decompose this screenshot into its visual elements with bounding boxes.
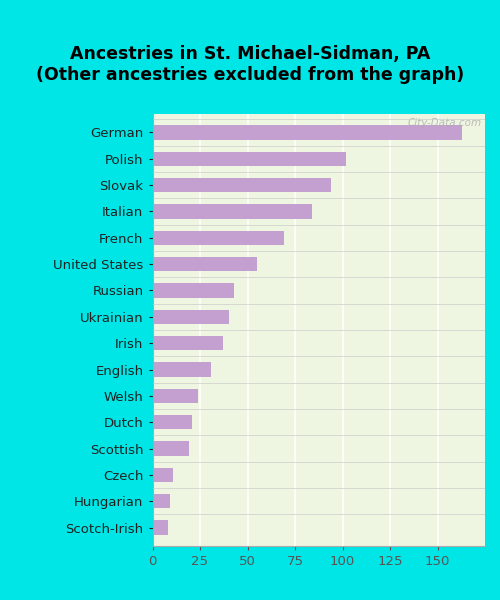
Bar <box>152 520 168 535</box>
Bar <box>152 467 174 482</box>
Bar <box>152 204 312 219</box>
Text: City-Data.com: City-Data.com <box>408 118 482 128</box>
Bar <box>152 283 234 298</box>
Text: Ancestries in St. Michael-Sidman, PA
(Other ancestries excluded from the graph): Ancestries in St. Michael-Sidman, PA (Ot… <box>36 45 464 84</box>
Bar <box>152 494 170 508</box>
Bar <box>152 125 462 140</box>
Bar <box>152 362 212 377</box>
Bar <box>152 336 223 350</box>
Bar <box>152 152 346 166</box>
Bar <box>152 178 331 193</box>
Bar <box>152 415 192 430</box>
Bar <box>152 257 257 271</box>
Bar <box>152 441 188 456</box>
Bar <box>152 389 198 403</box>
Bar <box>152 230 284 245</box>
Bar <box>152 310 228 324</box>
